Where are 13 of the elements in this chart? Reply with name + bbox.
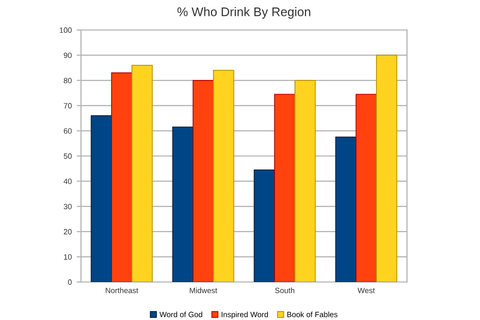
bar [376, 54, 398, 282]
bar [294, 80, 316, 282]
bar [213, 70, 234, 282]
bar [335, 136, 356, 282]
bar [132, 64, 153, 282]
bar [192, 80, 214, 282]
bar [254, 169, 275, 282]
bar [111, 72, 132, 282]
bar [356, 94, 377, 282]
bar [90, 115, 112, 282]
bar [274, 94, 296, 282]
bar [172, 126, 194, 282]
chart-title: % Who Drink By Region [177, 7, 310, 19]
